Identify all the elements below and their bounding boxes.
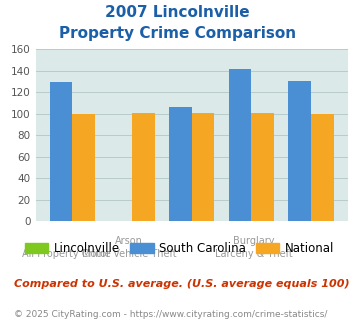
Text: Compared to U.S. average. (U.S. average equals 100): Compared to U.S. average. (U.S. average … (14, 279, 350, 289)
Bar (192, 113, 214, 221)
Bar (229, 69, 251, 221)
Bar (311, 114, 334, 221)
Text: Motor Vehicle Theft: Motor Vehicle Theft (82, 249, 176, 259)
Text: Burglary: Burglary (234, 236, 275, 246)
Bar (132, 113, 155, 221)
Text: Larceny & Theft: Larceny & Theft (215, 249, 293, 259)
Text: © 2025 CityRating.com - https://www.cityrating.com/crime-statistics/: © 2025 CityRating.com - https://www.city… (14, 310, 328, 319)
Text: Arson: Arson (115, 236, 143, 246)
Bar (72, 114, 95, 221)
Legend: Lincolnville, South Carolina, National: Lincolnville, South Carolina, National (20, 237, 339, 260)
Bar (50, 82, 72, 221)
Text: All Property Crime: All Property Crime (22, 249, 111, 259)
Bar (169, 107, 192, 221)
Bar (251, 113, 274, 221)
Bar (288, 81, 311, 221)
Text: Property Crime Comparison: Property Crime Comparison (59, 26, 296, 41)
Text: 2007 Lincolnville: 2007 Lincolnville (105, 5, 250, 20)
